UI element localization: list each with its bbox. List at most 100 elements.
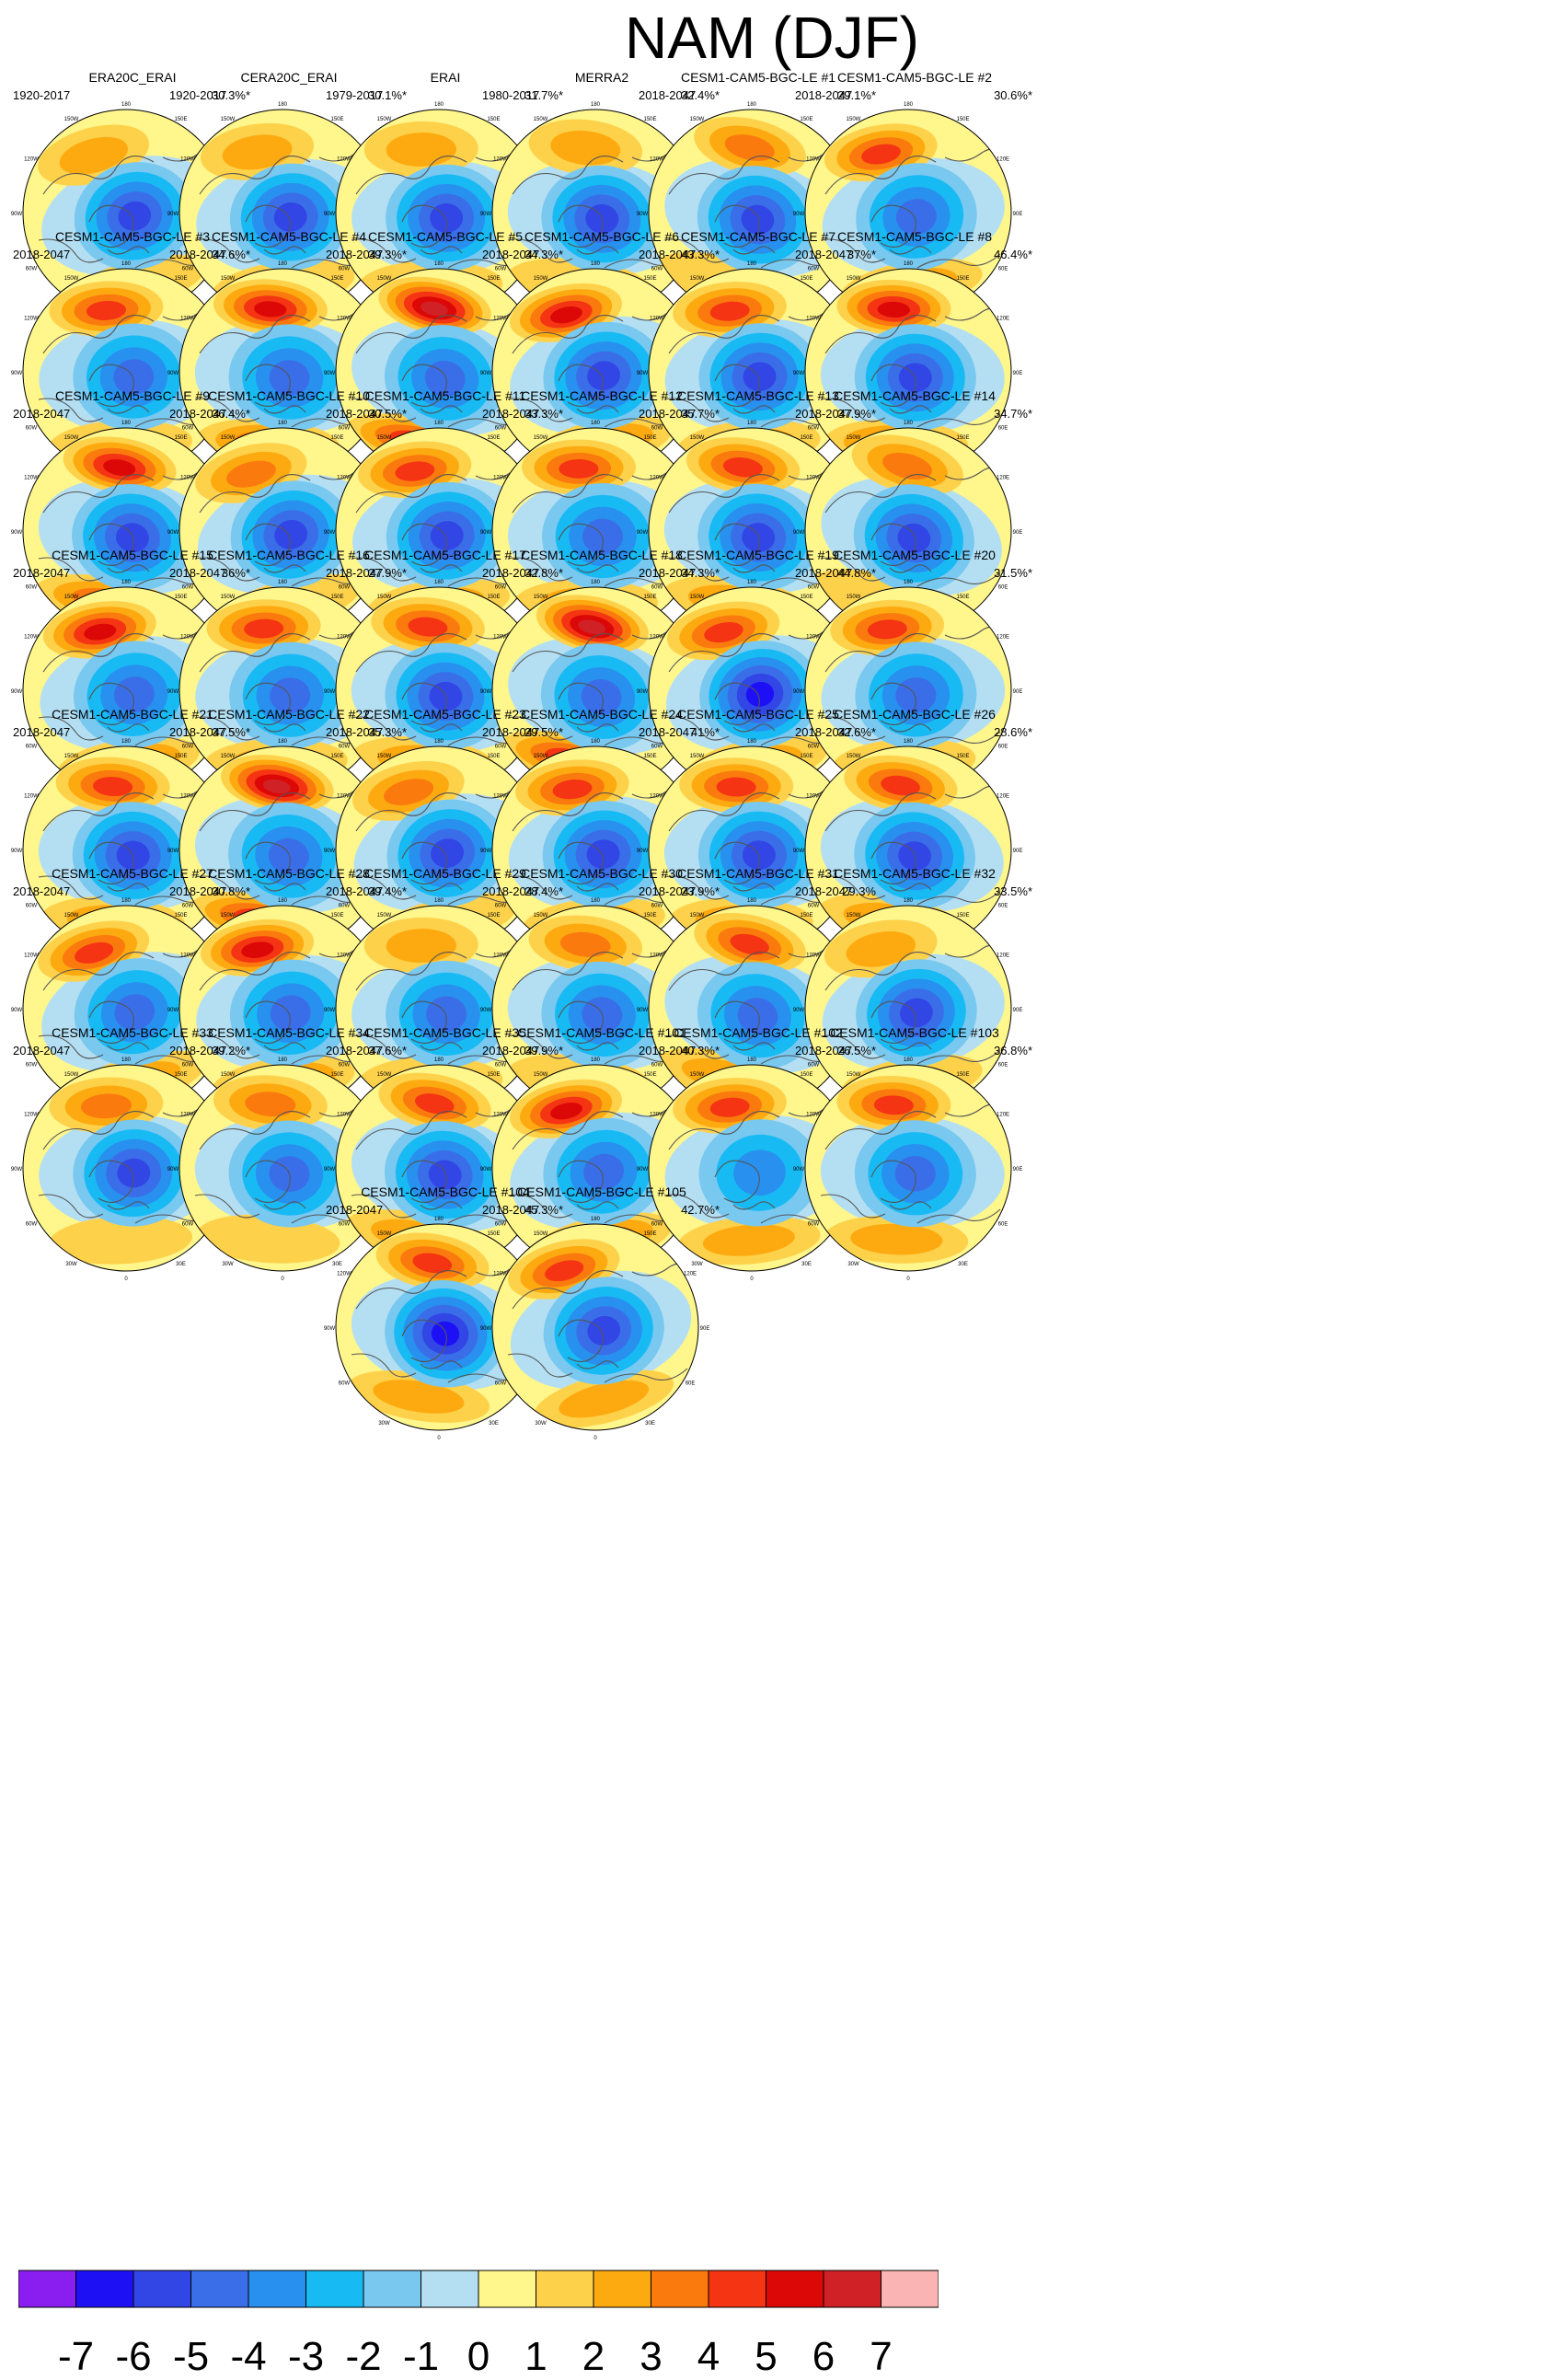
lon-label: 150W (221, 754, 236, 759)
field-contour (226, 460, 276, 488)
lon-label: 120W (493, 157, 508, 163)
field-contour (222, 134, 293, 170)
field-contour (373, 1380, 465, 1414)
panel-variance-percent: 30.3%* (212, 88, 250, 102)
lon-label: 180 (278, 580, 288, 585)
lon-label: 120E (684, 1272, 697, 1277)
lon-label: 180 (591, 1217, 601, 1222)
lon-label: 60W (495, 904, 507, 909)
lon-label: 120W (493, 476, 508, 481)
panel-variance-percent: 30.5%* (368, 407, 407, 421)
colorbar-tick-label: 3 (639, 2334, 663, 2379)
lon-label: 150E (487, 913, 500, 918)
lon-label: 180 (278, 102, 288, 108)
lon-label: 90E (1013, 212, 1023, 217)
field-contour (867, 619, 907, 640)
field-contour (384, 779, 434, 805)
lon-label: 60W (339, 267, 351, 272)
colorbar-tick-label: 1 (524, 2334, 547, 2379)
colorbar-swatch (248, 2270, 306, 2308)
colorbar-tick-label: -1 (402, 2334, 440, 2379)
colorbar-tick-label: -7 (57, 2334, 95, 2379)
lon-label: 180 (434, 580, 444, 585)
colorbar-tick-label: -4 (230, 2334, 267, 2379)
lon-label: 30W (535, 1421, 547, 1427)
field-contour (881, 775, 920, 796)
lon-label: 150W (847, 435, 861, 441)
lon-label: 90W (11, 371, 23, 376)
lon-label: 120W (806, 1113, 821, 1118)
lon-label: 90W (167, 371, 179, 376)
lon-label: 60W (339, 585, 351, 591)
colorbar (18, 2270, 939, 2308)
lon-label: 90W (11, 530, 23, 536)
field-contour (895, 199, 937, 235)
lon-label: 180 (747, 898, 757, 904)
lon-label: 60W (808, 267, 820, 272)
colorbar-swatch (363, 2270, 421, 2308)
lon-label: 30W (378, 1421, 390, 1427)
panel-years: 2018-2047 (639, 407, 697, 421)
panel-years: 2018-2047 (639, 1044, 697, 1057)
panel-years: 2018-2047 (13, 884, 71, 898)
field-contour (395, 461, 435, 481)
field-contour (552, 780, 593, 800)
lon-label: 150E (643, 754, 656, 759)
lon-label: 150E (800, 276, 812, 282)
lon-label: 150W (847, 276, 861, 282)
lon-label: 180 (434, 898, 444, 904)
lon-label: 150W (221, 1072, 236, 1078)
lon-label: 150W (377, 754, 392, 759)
field-contour (581, 679, 622, 715)
lon-label: 150W (847, 913, 861, 918)
panel-years: 1920-2017 (169, 88, 227, 102)
panel-years: 2018-2047 (169, 1044, 227, 1057)
lon-label: 150W (377, 117, 392, 122)
field-contour (897, 523, 931, 553)
field-contour (103, 459, 136, 476)
coastlines (820, 307, 1006, 428)
map-panel: 180150W150E120W120E90W90E60W60E30W30E0CE… (635, 707, 881, 966)
lon-label: 120W (650, 476, 664, 481)
panel-title: CESM1-CAM5-BGC-LE #34 (208, 1025, 370, 1040)
lon-label: 150E (330, 913, 343, 918)
field-contour (587, 361, 620, 391)
panel-title: CESM1-CAM5-BGC-LE #27 (52, 866, 213, 881)
lon-label: 180 (747, 421, 757, 426)
lon-label: 120W (493, 953, 508, 959)
field-contour (424, 360, 466, 397)
lon-label: 180 (747, 580, 757, 585)
panel-title: CESM1-CAM5-BGC-LE #21 (52, 707, 213, 722)
lon-label: 150E (487, 117, 500, 122)
lon-label: 150W (690, 595, 705, 600)
colorbar-swatch (18, 2270, 76, 2308)
panel-variance-percent: 26.5%* (837, 1044, 876, 1057)
panel-variance-percent: 45.3%* (524, 1203, 563, 1217)
panel-variance-percent: 40.3%* (681, 1044, 720, 1057)
lon-label: 0 (281, 1277, 284, 1282)
lon-label: 180 (747, 1057, 757, 1063)
field-contour (559, 1380, 649, 1418)
lon-label: 90W (637, 1008, 649, 1013)
colorbar-tick-label: 7 (870, 2334, 893, 2379)
panel-variance-percent: 32.4%* (681, 88, 720, 102)
panel-years: 2018-2047 (326, 248, 384, 261)
lon-label: 180 (121, 898, 132, 904)
panel-variance-percent: 36.4%* (212, 407, 250, 421)
lon-label: 150E (800, 435, 812, 441)
lon-label: 90E (700, 1326, 710, 1332)
coastlines (663, 785, 849, 906)
panel-title: CESM1-CAM5-BGC-LE #7 (680, 229, 836, 244)
lon-label: 120E (997, 157, 1009, 163)
field-contour (722, 457, 763, 478)
field-contour (116, 523, 149, 553)
lon-label: 120W (180, 794, 195, 800)
field-contour (412, 1253, 453, 1274)
field-contour (80, 1093, 132, 1119)
lon-label: 150E (330, 595, 343, 600)
coastlines (663, 148, 849, 269)
lon-label: 150W (534, 595, 548, 600)
